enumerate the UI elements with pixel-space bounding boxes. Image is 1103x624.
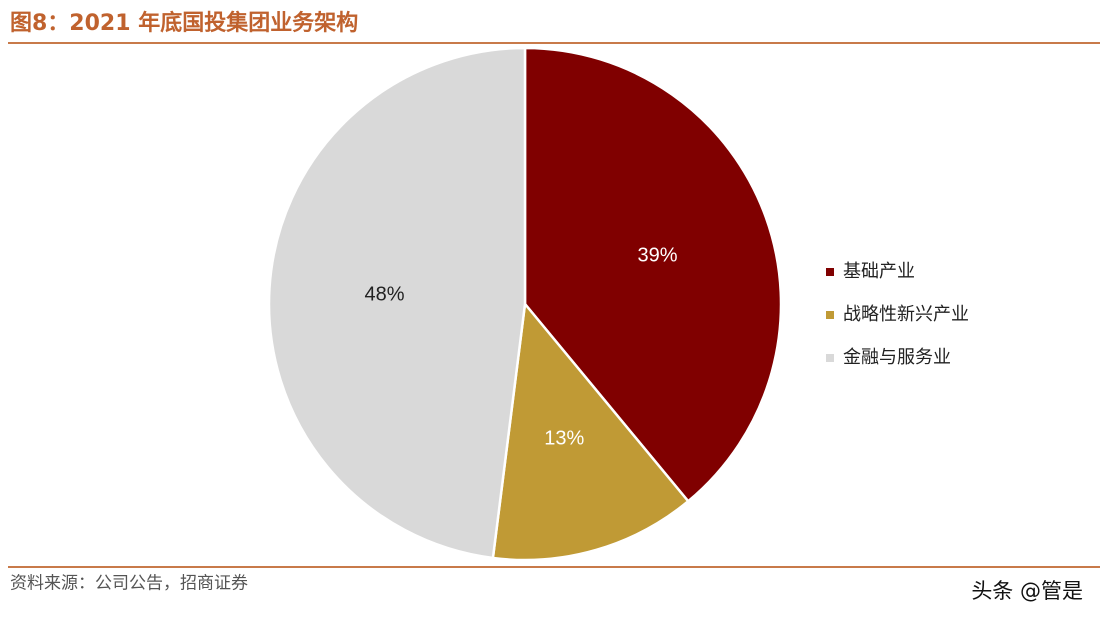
value-label: 39% bbox=[637, 245, 677, 267]
value-label: 13% bbox=[544, 427, 584, 449]
pie-slice bbox=[491, 300, 690, 562]
legend-marker bbox=[826, 311, 834, 319]
value-label: 48% bbox=[364, 283, 404, 305]
pie-slice bbox=[267, 46, 527, 560]
legend-marker bbox=[826, 354, 834, 362]
watermark: 头条 @管是 bbox=[971, 579, 1083, 603]
legend-marker bbox=[826, 268, 834, 276]
chart-title: 图8：2021 年底国投集团业务架构 bbox=[10, 10, 358, 36]
legend-label: 战略性新兴产业 bbox=[843, 304, 969, 325]
legend-label: 金融与服务业 bbox=[843, 347, 951, 368]
source-note: 资料来源：公司公告，招商证券 bbox=[10, 574, 248, 594]
pie-slice bbox=[523, 46, 783, 504]
legend-label: 基础产业 bbox=[843, 261, 915, 282]
